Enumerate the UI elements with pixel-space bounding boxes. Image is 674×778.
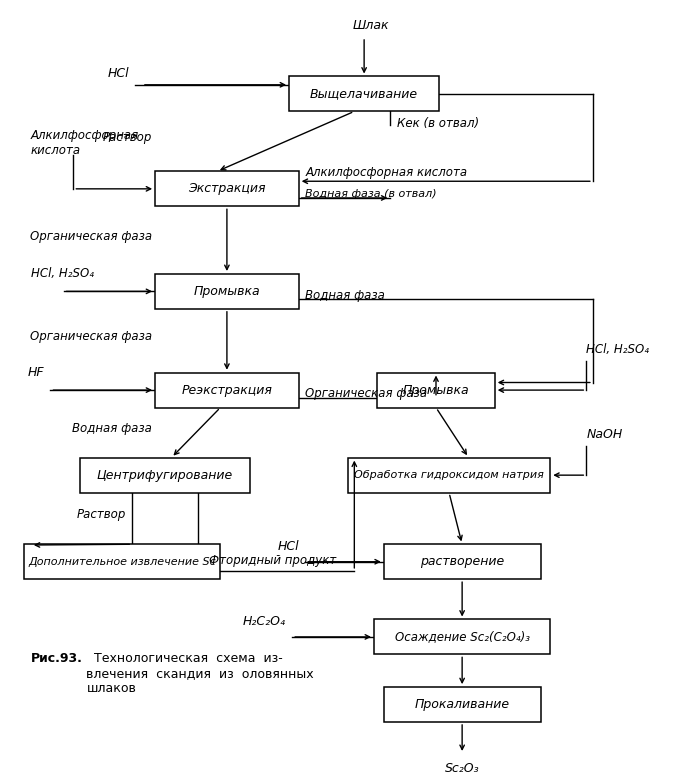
Bar — [374, 619, 551, 654]
Text: Экстракция: Экстракция — [188, 182, 266, 195]
Text: Реэкстракция: Реэкстракция — [181, 384, 272, 397]
Text: HCl, H₂SO₄: HCl, H₂SO₄ — [31, 267, 94, 280]
Bar — [377, 373, 495, 408]
Text: HCl, H₂SO₄: HCl, H₂SO₄ — [586, 343, 649, 356]
Text: Фторидный продукт: Фторидный продукт — [209, 554, 336, 567]
Text: Органическая фаза: Органическая фаза — [30, 331, 152, 343]
Text: Дополнительное извлечение Sc: Дополнительное извлечение Sc — [28, 557, 216, 566]
Text: Технологическая  схема  из-
влечения  скандия  из  оловянных
шлаков: Технологическая схема из- влечения сканд… — [86, 652, 314, 695]
Text: Водная фаза (в отвал): Водная фаза (в отвал) — [305, 189, 437, 199]
Text: Органическая фаза: Органическая фаза — [30, 230, 152, 243]
Text: Центрифугирование: Центрифугирование — [96, 468, 233, 482]
Text: Выщелачивание: Выщелачивание — [310, 87, 418, 100]
Bar — [384, 545, 541, 579]
Text: Органическая фаза: Органическая фаза — [305, 387, 427, 401]
Text: Кек (в отвал): Кек (в отвал) — [397, 117, 479, 131]
Bar — [348, 457, 551, 492]
Text: Sc₂O₃: Sc₂O₃ — [445, 762, 479, 775]
Text: Водная фаза: Водная фаза — [305, 289, 386, 302]
Text: Прокаливание: Прокаливание — [415, 698, 510, 711]
Bar — [155, 373, 299, 408]
Text: HF: HF — [28, 366, 44, 379]
Bar — [80, 457, 250, 492]
Text: Осаждение Sc₂(C₂O₄)₃: Осаждение Sc₂(C₂O₄)₃ — [395, 630, 530, 643]
Text: Алкилфосфорная
кислота: Алкилфосфорная кислота — [31, 129, 139, 157]
Bar — [289, 76, 439, 111]
Text: Раствор: Раствор — [102, 131, 152, 144]
Text: Промывка: Промывка — [402, 384, 469, 397]
Bar — [155, 171, 299, 206]
Text: растворение: растворение — [420, 555, 504, 568]
Text: Обработка гидроксидом натрия: Обработка гидроксидом натрия — [354, 470, 544, 480]
Bar — [384, 687, 541, 722]
Text: H₂C₂O₄: H₂C₂O₄ — [243, 615, 286, 628]
Bar — [155, 274, 299, 309]
Text: Рис.93.: Рис.93. — [31, 652, 83, 665]
Text: NaOH: NaOH — [586, 428, 623, 441]
Text: HCl: HCl — [107, 67, 129, 80]
Text: Шлак: Шлак — [353, 19, 389, 32]
Text: Раствор: Раствор — [76, 508, 125, 521]
Text: Водная фаза: Водная фаза — [72, 422, 152, 436]
Text: HCl: HCl — [277, 540, 299, 552]
Text: Алкилфосфорная кислота: Алкилфосфорная кислота — [305, 166, 468, 179]
Text: Промывка: Промывка — [193, 285, 260, 298]
Bar — [24, 545, 220, 579]
